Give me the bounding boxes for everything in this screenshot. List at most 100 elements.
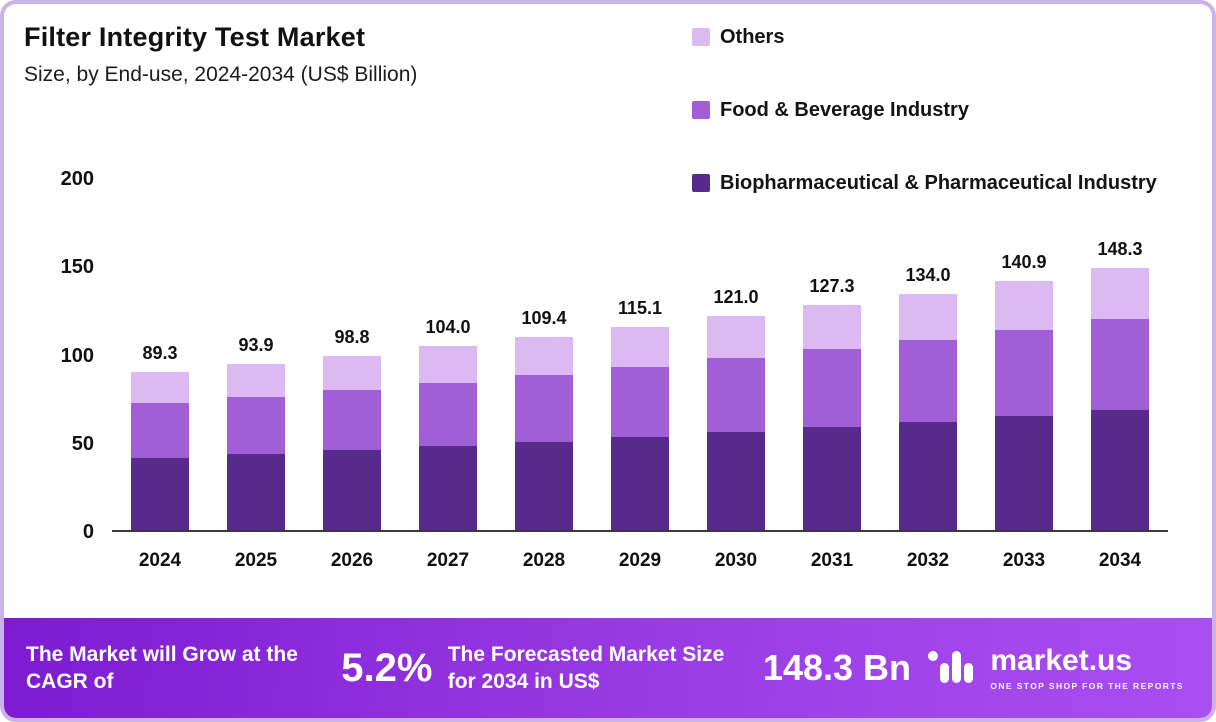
bar-total-label: 115.1 bbox=[617, 297, 663, 318]
legend-item: Others bbox=[692, 24, 1194, 51]
cagr-value: 5.2% bbox=[341, 645, 433, 690]
bar-segment bbox=[611, 326, 669, 367]
bar-group: 134.0 2032 bbox=[899, 264, 957, 571]
x-axis-label: 2033 bbox=[1002, 550, 1046, 571]
x-axis-label: 2034 bbox=[1098, 550, 1142, 571]
bar-total-label: 89.3 bbox=[142, 343, 178, 364]
bar-segment bbox=[227, 364, 285, 397]
bar-total-label: 104.0 bbox=[425, 317, 471, 338]
bar-total-label: 109.4 bbox=[521, 307, 567, 328]
bar-stack bbox=[131, 372, 189, 530]
bar-stack bbox=[803, 305, 861, 530]
legend-label: Biopharmaceutical & Pharmaceutical Indus… bbox=[720, 172, 1157, 194]
bar-segment bbox=[995, 330, 1053, 417]
bar-stack bbox=[899, 293, 957, 530]
bar-total-label: 127.3 bbox=[809, 276, 855, 297]
x-axis-label: 2027 bbox=[426, 550, 470, 571]
bar-group: 109.4 2028 bbox=[515, 307, 573, 571]
bar-segment bbox=[803, 305, 861, 350]
y-axis-label: 100 bbox=[60, 344, 94, 367]
bar-group: 104.0 2027 bbox=[419, 317, 477, 571]
bar-segment bbox=[323, 450, 381, 530]
legend-item: Food & Beverage Industry bbox=[692, 97, 1194, 124]
brand-name: market.us bbox=[990, 643, 1133, 677]
bar-group: 140.9 2033 bbox=[995, 252, 1053, 571]
bar-segment bbox=[1091, 319, 1149, 411]
forecast-label: The Forecasted Market Size for 2034 in U… bbox=[447, 642, 725, 693]
chart-legend: Others Food & Beverage Industry Biopharmac… bbox=[692, 24, 1194, 197]
bar-segment bbox=[803, 349, 861, 428]
bar-segment bbox=[323, 390, 381, 451]
bar-segment bbox=[419, 346, 477, 383]
bar-segment bbox=[227, 454, 285, 530]
chart-card: Filter Integrity Test Market Size, by En… bbox=[4, 4, 1212, 618]
bar-total-label: 121.0 bbox=[713, 287, 759, 308]
bar-stack bbox=[227, 364, 285, 530]
chart-subtitle: Size, by End-use, 2024-2034 (US$ Billion… bbox=[24, 63, 418, 86]
bar-stack bbox=[611, 326, 669, 530]
bar-segment bbox=[611, 366, 669, 438]
market-us-logo-icon bbox=[926, 639, 980, 698]
brand-text: market.us ONE STOP SHOP FOR THE REPORTS bbox=[990, 643, 1184, 691]
bar-group: 98.8 2026 bbox=[323, 326, 381, 571]
bar-segment bbox=[131, 402, 189, 458]
cagr-label: The Market will Grow at the CAGR of bbox=[26, 642, 298, 693]
bar-total-label: 134.0 bbox=[905, 264, 951, 285]
legend-label: Others bbox=[720, 26, 785, 48]
bar-stack bbox=[995, 281, 1053, 530]
y-axis-label: 150 bbox=[60, 256, 94, 279]
bar-stack bbox=[419, 346, 477, 530]
bar-segment bbox=[1091, 268, 1149, 320]
bar-segment bbox=[995, 416, 1053, 530]
legend-item: Biopharmaceutical & Pharmaceutical Indus… bbox=[692, 170, 1194, 197]
legend-swatch-icon bbox=[692, 101, 710, 119]
x-axis-label: 2032 bbox=[906, 550, 950, 571]
bar-stack bbox=[323, 355, 381, 530]
bar-segment bbox=[515, 441, 573, 530]
bar-group: 89.3 2024 bbox=[131, 343, 189, 571]
legend-swatch-icon bbox=[692, 174, 710, 192]
x-axis-label: 2025 bbox=[234, 550, 278, 571]
bar-group: 127.3 2031 bbox=[803, 276, 861, 571]
y-axis: 0 50 100 150 200 bbox=[32, 168, 94, 543]
legend-label: Food & Beverage Industry bbox=[720, 99, 969, 121]
bar-segment bbox=[707, 358, 765, 433]
bar-segment bbox=[323, 355, 381, 391]
bar-segment bbox=[611, 437, 669, 530]
bar-group: 115.1 2029 bbox=[611, 297, 669, 571]
bar-stack bbox=[1091, 268, 1149, 530]
bar-total-label: 140.9 bbox=[1001, 252, 1047, 273]
x-axis-label: 2028 bbox=[522, 550, 566, 571]
x-axis-label: 2026 bbox=[330, 550, 374, 571]
bar-stack bbox=[515, 336, 573, 530]
legend-swatch-icon bbox=[692, 28, 710, 46]
x-axis-label: 2030 bbox=[714, 550, 758, 571]
bar-segment bbox=[899, 293, 957, 340]
bar-group: 121.0 2030 bbox=[707, 287, 765, 571]
bar-segment bbox=[995, 281, 1053, 331]
bar-segment bbox=[227, 396, 285, 455]
bar-segment bbox=[515, 336, 573, 375]
bar-segment bbox=[131, 372, 189, 403]
bar-segment bbox=[1091, 410, 1149, 530]
y-axis-label: 0 bbox=[82, 521, 94, 543]
brand-tagline: ONE STOP SHOP FOR THE REPORTS bbox=[990, 680, 1184, 691]
bars-area: 89.3 2024 93.9 2025 98.8 2026 104.0 2027 109.4 20… bbox=[112, 179, 1168, 571]
bar-segment bbox=[131, 457, 189, 530]
bar-total-label: 93.9 bbox=[238, 335, 274, 356]
bar-segment bbox=[515, 374, 573, 442]
bar-total-label: 98.8 bbox=[334, 326, 370, 347]
bar-group: 93.9 2025 bbox=[227, 335, 285, 571]
bar-segment bbox=[899, 339, 957, 422]
x-axis-label: 2024 bbox=[138, 550, 182, 571]
bar-segment bbox=[419, 446, 477, 530]
bar-chart: 0 50 100 150 200 89.3 2024 93.9 2025 98.8 2026 104… bbox=[61, 168, 1168, 571]
bar-segment bbox=[707, 316, 765, 359]
brand: market.us ONE STOP SHOP FOR THE REPORTS bbox=[926, 639, 1184, 698]
x-axis-label: 2029 bbox=[618, 550, 662, 571]
forecast-value: 148.3 Bn bbox=[762, 647, 912, 688]
bar-segment bbox=[803, 427, 861, 530]
y-axis-label: 50 bbox=[71, 432, 94, 455]
footer-banner: The Market will Grow at the CAGR of 5.2%… bbox=[4, 618, 1212, 718]
